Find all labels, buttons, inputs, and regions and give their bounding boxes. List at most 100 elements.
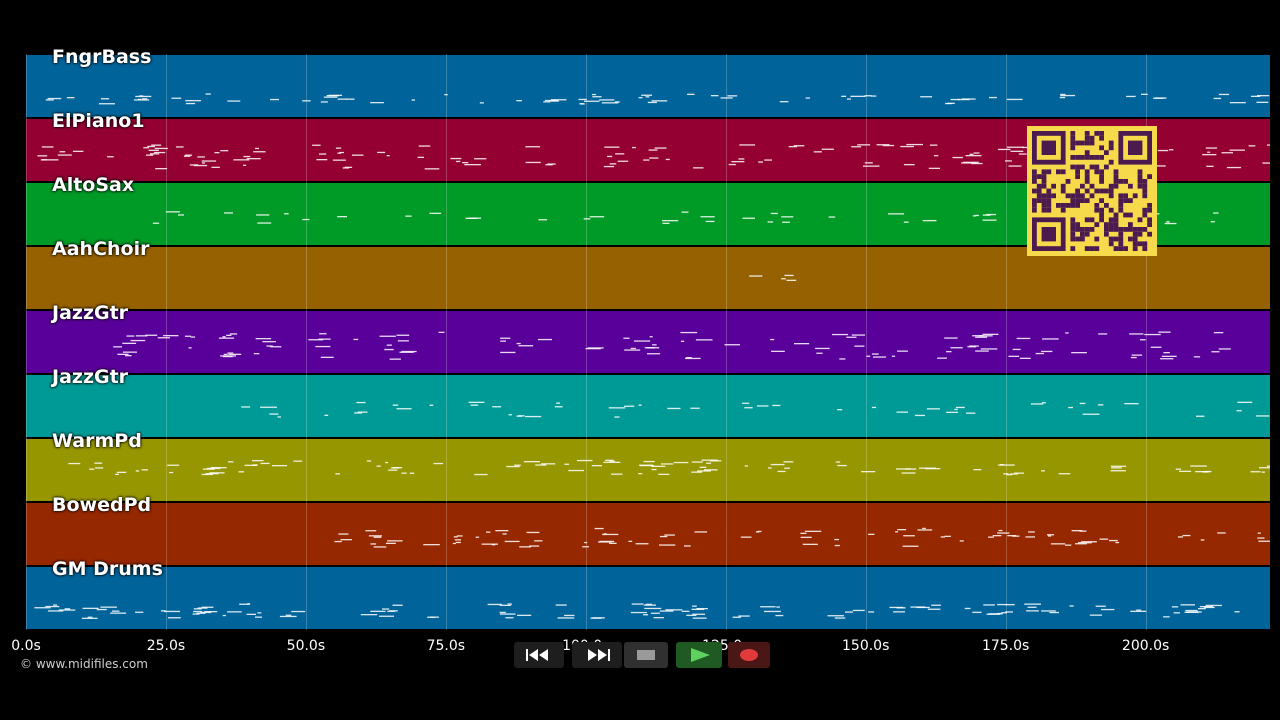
note — [1027, 606, 1037, 608]
note — [226, 334, 232, 336]
track-name: GM Drums — [52, 558, 163, 580]
note — [538, 219, 548, 221]
note — [396, 408, 412, 410]
note — [165, 211, 180, 213]
record-button[interactable] — [728, 642, 770, 668]
note — [344, 166, 353, 168]
note — [246, 613, 256, 615]
note — [914, 414, 925, 417]
note — [1150, 346, 1162, 348]
note — [1059, 96, 1066, 99]
note — [47, 610, 64, 612]
note — [997, 532, 1010, 534]
stop-button[interactable] — [624, 642, 668, 668]
note — [973, 469, 982, 471]
note — [98, 103, 115, 105]
track-name: BowedPd — [52, 494, 152, 516]
note — [514, 464, 521, 466]
note — [902, 545, 919, 547]
note — [864, 162, 873, 164]
note — [1213, 332, 1224, 334]
note — [764, 159, 772, 161]
note — [1163, 352, 1170, 354]
note — [1130, 610, 1147, 612]
note — [585, 348, 601, 350]
note — [57, 154, 72, 156]
note — [1006, 474, 1013, 476]
note — [1218, 348, 1231, 350]
note — [926, 408, 940, 410]
note — [1109, 539, 1118, 542]
note — [866, 355, 871, 357]
note — [687, 93, 695, 95]
note — [927, 608, 941, 610]
note — [1069, 605, 1074, 607]
note — [643, 614, 649, 616]
note — [992, 535, 1002, 537]
note — [243, 164, 247, 166]
note — [227, 100, 241, 102]
note — [704, 469, 718, 471]
note — [609, 460, 615, 462]
note — [643, 604, 656, 606]
note — [499, 611, 506, 614]
note — [577, 459, 593, 462]
note — [1005, 160, 1012, 162]
fast-forward-button[interactable] — [572, 642, 622, 668]
note — [401, 350, 417, 353]
note — [1173, 612, 1180, 614]
note — [255, 338, 272, 340]
note — [705, 220, 715, 223]
note — [373, 546, 387, 548]
note — [897, 350, 908, 352]
note — [376, 465, 381, 467]
note — [645, 603, 653, 605]
note — [417, 156, 424, 158]
note — [971, 162, 983, 165]
timeline-tick: 75.0s — [426, 638, 466, 654]
note — [974, 214, 979, 217]
note — [771, 350, 785, 352]
note — [143, 147, 150, 149]
note — [784, 274, 794, 277]
note — [709, 460, 722, 462]
note — [1115, 541, 1120, 544]
note — [638, 404, 642, 406]
note — [320, 101, 328, 103]
note — [1024, 603, 1041, 605]
note — [654, 147, 667, 149]
note — [228, 353, 242, 355]
note — [579, 103, 584, 105]
note — [423, 544, 440, 546]
rewind-button[interactable] — [514, 642, 564, 668]
note — [474, 473, 488, 476]
timeline-tick: 25.0s — [146, 638, 186, 654]
note — [357, 411, 368, 413]
note — [1158, 331, 1171, 333]
play-button[interactable] — [676, 642, 722, 668]
note — [882, 144, 895, 147]
qr-code — [1027, 126, 1157, 256]
note — [863, 165, 880, 167]
note — [139, 95, 144, 97]
note — [332, 159, 346, 161]
note — [1206, 165, 1214, 167]
note — [963, 161, 979, 163]
track-lane: AahChoir — [26, 238, 1270, 309]
note — [868, 611, 875, 613]
note — [1131, 354, 1143, 356]
note — [896, 607, 906, 609]
note — [214, 152, 220, 154]
note — [526, 531, 540, 534]
note — [270, 98, 279, 101]
note — [605, 459, 614, 461]
note — [389, 358, 401, 360]
note — [1136, 609, 1142, 611]
note — [1259, 467, 1270, 469]
note — [479, 102, 484, 104]
note — [392, 604, 403, 606]
note — [269, 413, 279, 415]
note — [693, 167, 704, 169]
note — [1180, 604, 1195, 606]
note — [837, 409, 843, 411]
